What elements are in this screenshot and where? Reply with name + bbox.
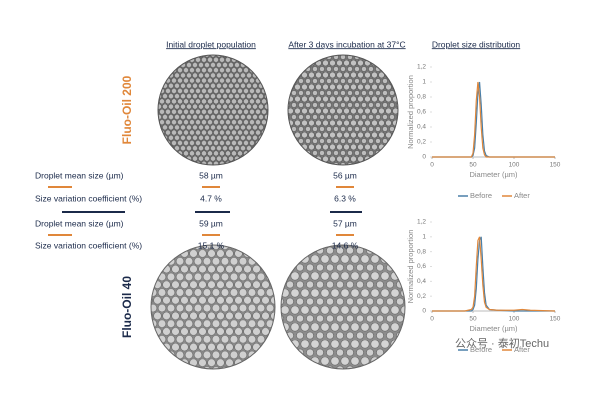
legend-label: Before <box>470 345 492 354</box>
x-tick-label: 150 <box>550 162 561 169</box>
x-tick-label: 0 <box>430 316 434 323</box>
micrograph <box>280 244 406 370</box>
y-axis-label: Normalized proportion <box>406 75 415 149</box>
row-label: Size variation coefficient (%) <box>35 240 142 250</box>
y-axis-label: Normalized proportion <box>406 230 415 304</box>
legend-label: After <box>514 345 530 354</box>
y-tick-label: 0,2 <box>417 293 426 300</box>
y-tick-label: 0 <box>422 154 426 161</box>
stat-value: 6.3 % <box>334 193 356 203</box>
y-tick-label: 0,8 <box>417 248 426 255</box>
series-line <box>432 236 556 312</box>
x-tick-label: 100 <box>509 316 520 323</box>
y-tick-label: 0,2 <box>417 139 426 146</box>
row-label: Droplet mean size (µm) <box>35 218 124 228</box>
oil-label: Fluo-Oil 40 <box>120 276 134 338</box>
stat-value: 15.1 % <box>198 240 225 250</box>
stat-value: 56 µm <box>333 170 357 180</box>
stat-value: 14.6 % <box>332 240 359 250</box>
stat-value: 4.7 % <box>200 193 222 203</box>
row-label: Droplet mean size (µm) <box>35 170 124 180</box>
oil-label: Fluo-Oil 200 <box>120 75 134 144</box>
watermark: 公众号 · 泰初Techu <box>455 336 549 350</box>
series-line <box>432 236 555 312</box>
column-header: Droplet size distribution <box>432 39 521 49</box>
y-tick-label: 0 <box>422 308 426 315</box>
x-axis-label: Diameter (µm) <box>469 170 518 179</box>
x-tick-label: 50 <box>469 162 477 169</box>
x-tick-label: 0 <box>430 162 434 169</box>
x-tick-label: 150 <box>550 316 561 323</box>
y-tick-label: 0,8 <box>417 94 426 101</box>
y-tick-label: 1,2 <box>417 64 426 71</box>
y-tick-label: 1,2 <box>417 219 426 226</box>
column-header: After 3 days incubation at 37°C <box>288 39 405 49</box>
column-header: Initial droplet population <box>166 39 256 49</box>
y-tick-label: 0,4 <box>417 124 426 131</box>
y-tick-label: 1 <box>422 234 426 241</box>
y-tick-label: 1 <box>422 79 426 86</box>
legend-label: After <box>514 191 530 200</box>
legend-label: Before <box>470 191 492 200</box>
micrograph <box>157 54 269 166</box>
row-label: Size variation coefficient (%) <box>35 193 142 203</box>
stat-value: 59 µm <box>199 218 223 228</box>
micrograph <box>287 54 399 166</box>
stat-value: 57 µm <box>333 218 357 228</box>
series-line <box>432 81 555 158</box>
x-axis-label: Diameter (µm) <box>469 324 518 333</box>
y-tick-label: 0,6 <box>417 109 426 116</box>
x-tick-label: 50 <box>469 316 477 323</box>
y-tick-label: 0,4 <box>417 278 426 285</box>
x-tick-label: 100 <box>509 162 520 169</box>
y-tick-label: 0,6 <box>417 263 426 270</box>
stat-value: 58 µm <box>199 170 223 180</box>
micrograph <box>150 244 276 370</box>
series-line <box>432 81 555 158</box>
